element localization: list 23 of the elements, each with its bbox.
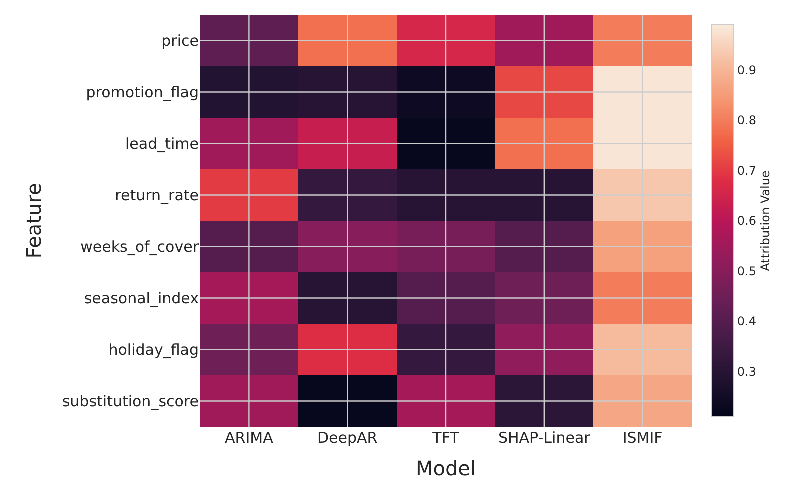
y-tick-label: substitution_score bbox=[62, 392, 199, 410]
y-tick-label: holiday_flag bbox=[108, 341, 199, 359]
x-tick-label: ARIMA bbox=[225, 429, 274, 447]
color-bar-label: 0.4 bbox=[737, 314, 756, 329]
x-axis-title: Model bbox=[416, 456, 476, 480]
x-tick-label: TFT bbox=[432, 429, 460, 447]
y-tick-label: weeks_of_cover bbox=[80, 238, 200, 256]
y-tick-label: return_rate bbox=[115, 186, 199, 204]
y-tick-label: lead_time bbox=[126, 135, 199, 153]
x-tick-label: ISMIF bbox=[622, 429, 663, 447]
color-bar-label: 0.8 bbox=[737, 114, 756, 128]
color-bar-label: 0.5 bbox=[737, 264, 756, 278]
color-bar-label: 0.7 bbox=[737, 164, 756, 178]
y-tick-label: price bbox=[162, 32, 199, 50]
color-bar-label: 0.3 bbox=[737, 364, 756, 379]
color-bar-label: 0.6 bbox=[737, 214, 756, 228]
x-tick-label: SHAP-Linear bbox=[498, 429, 592, 447]
color-bar-label: 0.9 bbox=[737, 63, 756, 78]
y-axis-title: Feature bbox=[22, 183, 46, 259]
y-tick-label: seasonal_index bbox=[84, 290, 200, 308]
color-bar-title: Attribution Value bbox=[758, 170, 772, 272]
x-tick-label: DeepAR bbox=[317, 429, 378, 447]
y-tick-label: promotion_flag bbox=[86, 84, 199, 102]
